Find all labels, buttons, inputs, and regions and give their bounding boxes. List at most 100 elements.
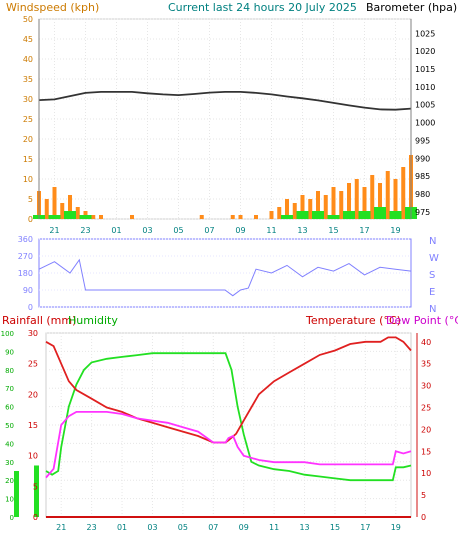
rainfall-tick-label: 5 xyxy=(33,482,38,491)
compass-label: E xyxy=(429,287,435,298)
windspeed-bar xyxy=(254,215,258,219)
compass-label: W xyxy=(429,253,439,264)
windspeed-bar xyxy=(331,187,336,219)
barometer-tick-label: 990 xyxy=(415,154,430,163)
humidity-tick-label: 60 xyxy=(5,404,14,412)
windspeed-tick-label: 35 xyxy=(23,75,33,84)
windspeed-axis: 0 5 10 15 20 25 30 35 40 45 50 xyxy=(23,15,33,224)
windspeed-bar xyxy=(60,203,65,219)
windspeed-bar xyxy=(385,171,390,219)
barometer-line xyxy=(38,91,412,111)
rainfall-title: Rainfall (mm) xyxy=(2,314,76,327)
wind-time-tick-label: 11 xyxy=(266,226,276,235)
barometer-title: Barometer (hpa) xyxy=(366,1,457,14)
windspeed-bar xyxy=(393,179,398,219)
wind-time-axis: 21 23 01 03 05 07 09 11 13 15 17 19 xyxy=(49,226,400,235)
humidity-axis: 0 10 20 30 40 50 60 70 80 90 100 xyxy=(1,330,14,522)
wind-time-tick-label: 15 xyxy=(328,226,338,235)
temp-time-tick-label: 09 xyxy=(239,523,249,532)
windspeed-bar xyxy=(75,207,80,219)
temp-time-tick-label: 23 xyxy=(87,523,97,532)
temperature-tick-label: 5 xyxy=(421,491,426,500)
temp-time-tick-label: 13 xyxy=(299,523,309,532)
temperature-tick-label: 0 xyxy=(421,513,426,522)
wind-direction-line xyxy=(38,258,412,297)
windspeed-bar xyxy=(130,215,134,219)
windspeed-tick-label: 30 xyxy=(23,95,33,104)
gust-bar xyxy=(312,211,324,219)
compass-label: N xyxy=(429,304,436,315)
temperature-tick-label: 35 xyxy=(421,360,431,369)
windspeed-bar xyxy=(339,191,344,219)
humidity-line xyxy=(45,352,412,482)
windspeed-bar xyxy=(91,215,96,219)
windspeed-bar xyxy=(199,215,204,219)
barometer-tick-label: 995 xyxy=(415,136,430,145)
rainfall-tick-label: 15 xyxy=(28,421,38,430)
temp-time-tick-label: 11 xyxy=(269,523,279,532)
temperature-tick-label: 30 xyxy=(421,382,431,391)
humidity-tick-label: 0 xyxy=(10,514,14,522)
temp-time-tick-label: 07 xyxy=(208,523,218,532)
wind-time-tick-label: 01 xyxy=(111,226,121,235)
windspeed-bar xyxy=(300,195,305,219)
rainfall-tick-label: 0 xyxy=(33,513,38,522)
windspeed-bar xyxy=(378,183,382,219)
direction-tick-label: 180 xyxy=(18,269,33,278)
temp-time-tick-label: 03 xyxy=(147,523,157,532)
gust-bar xyxy=(79,215,92,219)
windspeed-bar xyxy=(401,167,406,219)
wind-time-tick-label: 05 xyxy=(173,226,183,235)
windspeed-bar xyxy=(238,215,243,219)
direction-tick-label: 90 xyxy=(23,286,33,295)
windspeed-bar xyxy=(292,203,297,219)
gust-bar xyxy=(296,211,309,219)
windspeed-tick-label: 0 xyxy=(28,215,33,224)
windspeed-bar xyxy=(230,215,235,219)
humidity-tick-label: 50 xyxy=(5,422,14,430)
humidity-side-bars xyxy=(14,465,39,517)
wind-time-tick-label: 19 xyxy=(390,226,400,235)
temp-time-tick-label: 21 xyxy=(56,523,66,532)
wind-time-tick-label: 17 xyxy=(359,226,369,235)
direction-degree-axis: 0 90 180 270 360 xyxy=(18,235,33,312)
compass-label: N xyxy=(429,236,436,247)
windspeed-bar xyxy=(44,199,49,219)
temperature-tick-label: 10 xyxy=(421,469,431,478)
rainfall-axis: 0 5 10 15 20 25 30 xyxy=(28,329,38,522)
windspeed-tick-label: 50 xyxy=(23,15,33,24)
windspeed-bar xyxy=(269,211,274,219)
barometer-tick-label: 985 xyxy=(415,172,430,181)
gust-bar xyxy=(281,215,293,219)
gust-bar xyxy=(358,211,371,219)
wind-time-tick-label: 23 xyxy=(80,226,90,235)
barometer-tick-label: 1010 xyxy=(415,83,435,92)
rainfall-tick-label: 20 xyxy=(28,390,38,399)
wind-time-tick-label: 07 xyxy=(204,226,214,235)
temp-time-axis: 21 23 01 03 05 07 09 11 13 15 17 19 xyxy=(56,523,401,532)
barometer-tick-label: 1005 xyxy=(415,101,435,110)
humidity-tick-label: 100 xyxy=(1,330,14,338)
temperature-line xyxy=(45,336,412,444)
humidity-start-bar xyxy=(14,471,19,517)
barometer-tick-label: 980 xyxy=(415,190,430,199)
compass-label: S xyxy=(429,270,435,281)
humidity-end-bar xyxy=(34,465,39,517)
windspeed-bar xyxy=(362,187,367,219)
dewpoint-line xyxy=(45,411,412,479)
barometer-tick-label: 1020 xyxy=(415,47,435,56)
direction-tick-label: 270 xyxy=(18,252,33,261)
wind-panel-grid xyxy=(39,18,411,220)
humidity-tick-label: 90 xyxy=(5,348,14,356)
windspeed-bar xyxy=(52,187,57,219)
rainfall-tick-label: 25 xyxy=(28,360,38,369)
gust-bar xyxy=(48,215,61,219)
barometer-axis: 975 980 985 990 995 1000 1005 1010 1015 1020 1025 xyxy=(415,29,435,217)
wind-time-tick-label: 21 xyxy=(49,226,59,235)
humidity-tick-label: 20 xyxy=(5,477,14,485)
temperature-tick-label: 40 xyxy=(421,338,431,347)
windspeed-tick-label: 10 xyxy=(23,175,33,184)
